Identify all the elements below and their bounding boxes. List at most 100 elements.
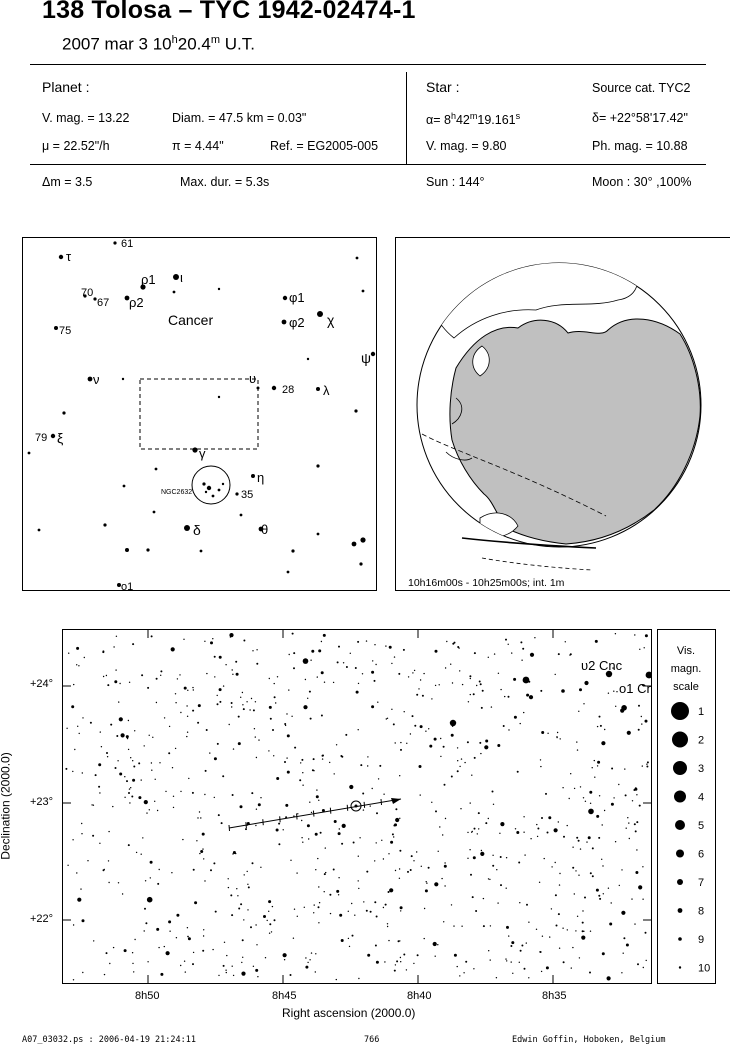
field-star xyxy=(242,708,245,711)
field-star xyxy=(309,801,311,803)
field-star xyxy=(286,770,290,774)
scale-dot xyxy=(677,908,683,913)
star-label: 70 xyxy=(81,287,93,299)
finder-star xyxy=(62,411,66,415)
ngc-label: NGC2632 xyxy=(161,489,192,496)
field-star xyxy=(562,787,564,789)
field-star xyxy=(399,817,401,819)
field-star xyxy=(163,945,165,948)
field-star xyxy=(382,858,385,860)
detail-axis-ticks xyxy=(63,630,651,983)
field-star xyxy=(176,678,179,680)
field-star xyxy=(106,752,108,754)
field-star xyxy=(363,901,365,903)
field-star xyxy=(275,828,279,832)
field-star xyxy=(341,823,346,828)
star-label: υ xyxy=(249,371,256,386)
field-star xyxy=(241,961,243,964)
field-star xyxy=(496,869,498,871)
field-star xyxy=(397,940,400,943)
field-star xyxy=(120,733,125,738)
field-star xyxy=(231,914,234,917)
field-star xyxy=(596,765,599,767)
field-star xyxy=(115,635,118,637)
field-star xyxy=(81,919,85,923)
field-star xyxy=(176,913,180,917)
field-star xyxy=(360,764,363,767)
field-star xyxy=(521,659,523,661)
field-star xyxy=(92,834,95,837)
field-star xyxy=(547,732,549,734)
field-star xyxy=(272,729,274,731)
field-star xyxy=(318,649,322,653)
field-star xyxy=(428,728,430,730)
field-star xyxy=(202,949,205,952)
minutes-text: 20.4 xyxy=(177,34,211,54)
field-star xyxy=(446,640,448,643)
field-star xyxy=(578,710,580,712)
field-star xyxy=(469,849,471,851)
field-star xyxy=(405,969,408,971)
field-star xyxy=(369,805,371,807)
field-star xyxy=(128,792,130,794)
field-star xyxy=(284,761,286,763)
field-star xyxy=(480,851,485,856)
field-star xyxy=(375,842,377,844)
finder-star xyxy=(211,494,215,498)
page-title: 138 Tolosa – TYC 1942-02474-1 xyxy=(42,0,416,24)
path-tick xyxy=(228,824,230,832)
field-star xyxy=(575,870,577,872)
field-star xyxy=(285,803,289,807)
field-star xyxy=(610,802,614,806)
finder-star xyxy=(354,409,358,413)
star-phmag: Ph. mag. = 10.88 xyxy=(592,139,688,153)
finder-star xyxy=(206,485,212,491)
star-label: τ xyxy=(66,249,72,264)
field-star xyxy=(294,746,297,749)
field-star xyxy=(309,717,312,720)
scale-label: 10 xyxy=(698,963,710,975)
field-star xyxy=(72,770,74,773)
field-star xyxy=(89,721,92,724)
field-star xyxy=(213,655,216,658)
field-star xyxy=(126,737,129,740)
field-star xyxy=(124,796,126,798)
field-star xyxy=(146,896,153,903)
field-star xyxy=(386,923,389,925)
field-star xyxy=(361,673,364,675)
field-star xyxy=(606,976,611,981)
finder-star xyxy=(87,376,93,382)
field-star xyxy=(250,926,252,929)
field-star xyxy=(213,796,215,799)
field-star xyxy=(348,945,351,948)
field-star xyxy=(276,676,279,678)
field-star xyxy=(598,894,601,897)
field-star xyxy=(457,646,460,648)
field-star xyxy=(577,839,580,842)
field-star xyxy=(634,787,638,791)
field-star xyxy=(191,791,194,794)
field-star xyxy=(453,953,457,957)
field-star xyxy=(252,709,255,712)
y-tick-label: +23° xyxy=(30,796,54,808)
field-star xyxy=(112,946,115,949)
field-star xyxy=(572,846,574,848)
field-star xyxy=(510,945,513,947)
finder-star xyxy=(306,357,310,361)
field-star xyxy=(469,802,471,804)
field-star xyxy=(435,810,437,813)
field-star xyxy=(528,977,530,979)
field-star xyxy=(528,695,534,700)
field-star xyxy=(460,758,463,760)
field-star xyxy=(482,897,485,900)
field-star xyxy=(464,761,466,764)
field-star xyxy=(322,633,326,637)
field-star xyxy=(257,976,259,978)
field-star xyxy=(618,884,620,887)
field-star xyxy=(379,764,382,767)
field-star xyxy=(581,930,584,933)
field-star xyxy=(403,953,406,956)
field-star xyxy=(500,884,502,887)
field-star xyxy=(418,765,422,768)
field-star xyxy=(81,772,83,774)
